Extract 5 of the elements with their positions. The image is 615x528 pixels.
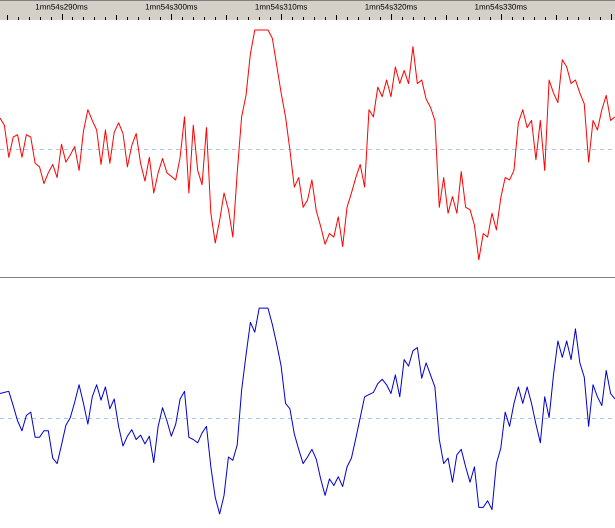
x-tick-label: 1mn54s300ms [145, 2, 198, 12]
x-tick-label: 1mn54s330ms [474, 2, 528, 12]
x-tick-label: 1mn54s310ms [254, 2, 308, 12]
x-tick-label: 1mn54s290ms [35, 2, 88, 12]
x-tick-label: 1mn54s320ms [364, 2, 418, 12]
